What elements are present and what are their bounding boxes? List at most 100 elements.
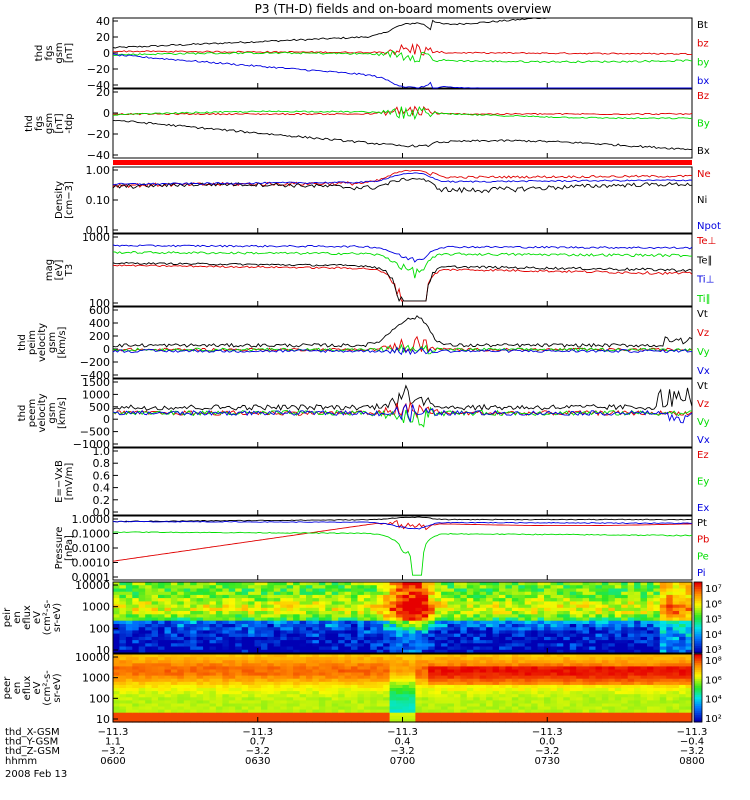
panel-9-cell (666, 624, 674, 628)
panel-10-cell (402, 669, 410, 674)
panel-9-cell (299, 627, 307, 631)
panel-9-cell (582, 636, 590, 641)
panel-9-cell (119, 640, 127, 644)
panel-9-cell (312, 601, 320, 606)
panel-9-cell (647, 624, 654, 628)
panel-9-cell (415, 640, 423, 644)
panel-10-cell (370, 709, 378, 714)
panel-9-cell (228, 643, 236, 648)
panel-9-cell (544, 627, 551, 631)
panel-10-cell (196, 718, 204, 723)
panel-9-cell (248, 620, 256, 625)
panel-9-cell (589, 582, 597, 586)
panel-9-cell (261, 591, 268, 596)
panel-9-cell (666, 646, 674, 651)
panel-9-cell (138, 614, 146, 619)
panel-10-cell (473, 709, 481, 714)
panel-10-cell (376, 657, 384, 661)
panel-10-cell (318, 688, 326, 692)
panel-10-cell (138, 709, 146, 714)
panel-10-cell (614, 718, 622, 723)
panel-10-cell (402, 700, 410, 705)
panel-10-cell (576, 697, 584, 701)
panel-10-cell (363, 678, 371, 683)
panel-9-cell (499, 620, 506, 625)
panel-9-cell (318, 588, 326, 593)
panel-9-cell (125, 617, 133, 622)
panel-10-cell (550, 691, 558, 695)
panel-10-cell (261, 684, 268, 689)
panel-9-cell (518, 591, 526, 596)
panel-10-cell (647, 669, 654, 674)
panel-10-cell (421, 663, 429, 667)
panel-9-cell (434, 624, 442, 628)
panel-9-cell (261, 617, 268, 622)
panel-9-cell (119, 630, 127, 635)
panel-10-cell (318, 694, 326, 698)
panel-10-cell (511, 694, 519, 698)
panel-10-cell (177, 675, 185, 680)
panel-9-cell (235, 646, 243, 651)
panel-10-cell (531, 678, 539, 683)
panel-9-cell (499, 611, 506, 615)
panel-10-cell (338, 678, 346, 683)
panel-9-colorbar-segment (694, 638, 702, 642)
panel-9-cell (531, 601, 539, 606)
panel-9-cell (363, 611, 371, 615)
panel-10-cell (235, 718, 243, 723)
panel-9-cell (447, 588, 455, 593)
panel-10-cell (183, 675, 191, 680)
panel-10-cell (331, 700, 339, 705)
panel-10-cell (447, 706, 455, 711)
panel-10-cell (132, 694, 140, 698)
panel-10-cell (164, 657, 172, 661)
panel-10-cell (254, 678, 262, 683)
panel-9-cell (492, 617, 500, 622)
panel-10-cell (261, 654, 268, 658)
panel-9-cell (466, 646, 474, 651)
panel-9-cell (679, 611, 687, 615)
panel-9-cell (132, 633, 140, 638)
panel-10-cell (415, 672, 423, 677)
panel-10-cell (659, 681, 667, 686)
panel-9-cell (383, 601, 391, 606)
panel-9-cell (608, 636, 616, 641)
panel-10-cell (428, 654, 436, 658)
panel-9-cell (331, 611, 339, 615)
panel-9-cell (158, 630, 165, 635)
panel-9-cell (550, 633, 558, 638)
panel-1-series-by (112, 50, 693, 64)
panel-10-cell (601, 672, 609, 677)
panel-9-cell (299, 607, 307, 612)
panel-10-cell (537, 666, 545, 671)
panel-9-cell (235, 630, 243, 635)
panel-9-cell (421, 617, 429, 622)
panel-10-cell (280, 684, 288, 689)
panel-10-cell (634, 697, 642, 701)
panel-9-cell (351, 598, 358, 602)
panel-9-cell (511, 630, 519, 635)
panel-9-cell (267, 588, 275, 593)
panel-10-cell (145, 718, 153, 723)
panel-10-cell (499, 672, 506, 677)
panel-10-cell (685, 712, 693, 717)
panel-10-cell (653, 703, 661, 708)
panel-9-cell (601, 598, 609, 602)
panel-10-cell (518, 715, 526, 720)
panel-9-cell (363, 607, 371, 612)
panel-2-series-By (112, 105, 693, 121)
panel-10-cell (286, 694, 294, 698)
panel-10-cell (383, 715, 391, 720)
panel-10-cell (518, 669, 526, 674)
panel-9-cell (621, 614, 629, 619)
panel-1-ylabel-line: thd (34, 45, 45, 62)
panel-10-cell (460, 697, 468, 701)
panel-10-cell (544, 688, 551, 692)
panel-9-cell (338, 630, 346, 635)
panel-9-cell (331, 633, 339, 638)
panel-9-cell (621, 620, 629, 625)
panel-9-cell (338, 636, 346, 641)
panel-10-cell (222, 657, 230, 661)
panel-10-cell (383, 672, 391, 677)
panel-10-cell (132, 691, 140, 695)
